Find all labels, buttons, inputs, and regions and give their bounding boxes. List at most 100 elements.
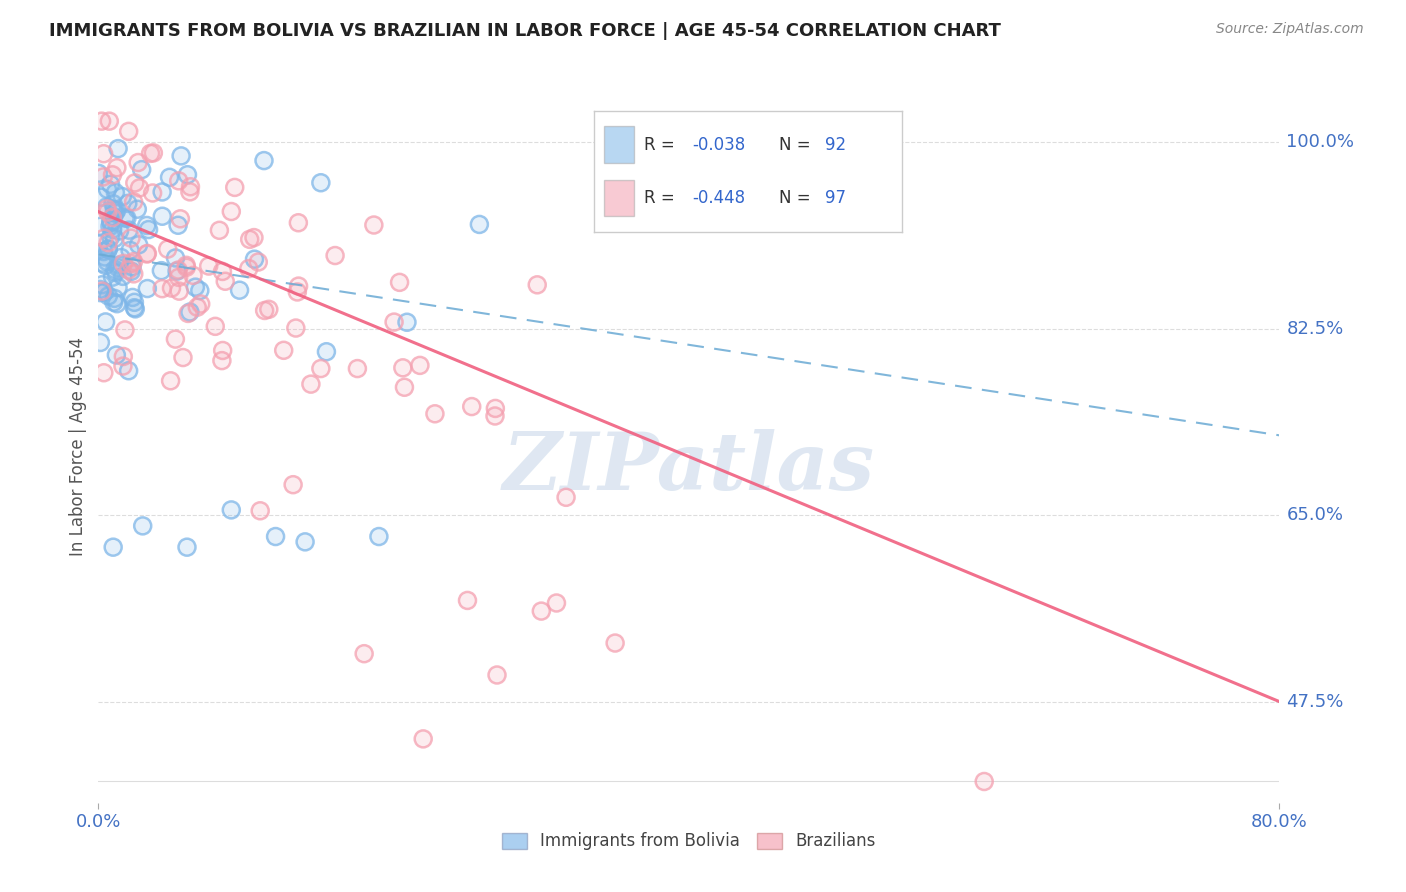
Point — [186, 300, 208, 314]
Point — [368, 529, 391, 543]
Point — [382, 315, 405, 329]
Point — [90, 190, 112, 204]
Point — [94, 258, 117, 272]
Point — [108, 224, 131, 238]
Point — [136, 281, 159, 295]
Point — [249, 504, 271, 518]
Point — [139, 146, 162, 161]
Point — [176, 540, 198, 554]
Point — [315, 344, 337, 359]
Point — [91, 169, 114, 184]
Point — [176, 260, 198, 275]
Point — [484, 401, 506, 416]
Point — [204, 319, 226, 334]
Point — [97, 242, 120, 256]
Point — [90, 190, 112, 204]
Point — [104, 231, 127, 245]
Point — [103, 540, 125, 554]
Point — [461, 400, 484, 414]
Point — [120, 257, 142, 271]
Point — [101, 196, 124, 211]
Point — [107, 260, 129, 275]
Point — [211, 353, 233, 368]
Text: IMMIGRANTS FROM BOLIVIA VS BRAZILIAN IN LABOR FORCE | AGE 45-54 CORRELATION CHAR: IMMIGRANTS FROM BOLIVIA VS BRAZILIAN IN … — [49, 22, 1001, 40]
Point — [323, 248, 346, 262]
Point — [97, 243, 120, 257]
Point — [104, 265, 127, 279]
Point — [169, 211, 191, 226]
Point — [281, 477, 304, 491]
Point — [169, 211, 191, 226]
Point — [253, 153, 276, 168]
Point — [122, 267, 145, 281]
Point — [97, 235, 120, 250]
Point — [294, 534, 316, 549]
Point — [211, 343, 233, 358]
Point — [323, 248, 346, 262]
Point — [177, 306, 200, 320]
Point — [94, 315, 117, 329]
Point — [239, 232, 262, 246]
Point — [135, 247, 157, 261]
Point — [174, 258, 197, 272]
Point — [309, 176, 332, 190]
Point — [221, 204, 243, 219]
Point — [124, 176, 146, 190]
Point — [204, 319, 226, 334]
Point — [120, 244, 142, 258]
Point — [238, 261, 260, 276]
Point — [287, 216, 309, 230]
Point — [150, 263, 173, 277]
Point — [120, 257, 142, 271]
Point — [211, 343, 233, 358]
Point — [105, 161, 128, 175]
Point — [105, 348, 128, 362]
Point — [117, 364, 139, 378]
Point — [211, 264, 233, 278]
Point — [97, 205, 120, 219]
Point — [91, 284, 114, 298]
Point — [100, 178, 122, 192]
Point — [165, 251, 187, 265]
Point — [315, 344, 337, 359]
Point — [243, 230, 266, 244]
Point — [94, 315, 117, 329]
Point — [108, 224, 131, 238]
Point — [107, 142, 129, 156]
Point — [186, 300, 208, 314]
Point — [87, 237, 110, 252]
Point — [264, 529, 287, 543]
Point — [87, 166, 110, 180]
Point — [139, 146, 162, 161]
Point — [253, 303, 276, 318]
Point — [124, 295, 146, 310]
Point — [468, 218, 491, 232]
Point — [91, 256, 114, 270]
Point — [167, 263, 190, 277]
Point — [150, 263, 173, 277]
Point — [150, 209, 173, 223]
Point — [238, 261, 260, 276]
Point — [221, 204, 243, 219]
Point — [100, 216, 122, 230]
Point — [87, 237, 110, 252]
Point — [526, 277, 548, 292]
Point — [526, 277, 548, 292]
Point — [150, 185, 173, 199]
Point — [392, 360, 415, 375]
Point — [353, 647, 375, 661]
Point — [112, 350, 135, 364]
Point — [96, 182, 118, 196]
Point — [127, 155, 149, 169]
Point — [105, 296, 128, 310]
Point — [142, 186, 165, 200]
Point — [170, 149, 193, 163]
Point — [484, 401, 506, 416]
Point — [159, 374, 181, 388]
Point — [100, 229, 122, 244]
Point — [108, 258, 131, 272]
Point — [167, 219, 190, 233]
Point — [111, 359, 134, 373]
Point — [299, 377, 322, 392]
Point — [394, 380, 416, 394]
